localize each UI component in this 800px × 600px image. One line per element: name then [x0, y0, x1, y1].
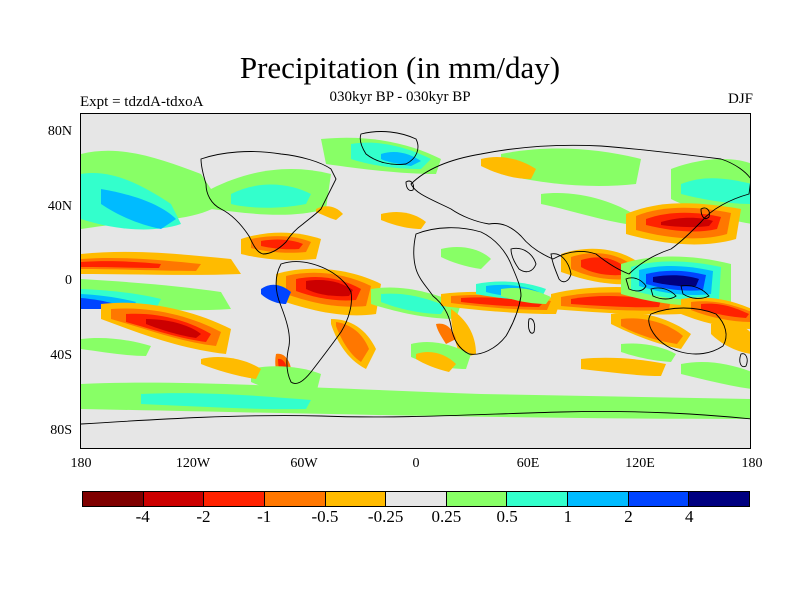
colorbar-label: -1	[257, 507, 272, 526]
lon-tick-180w: 180	[70, 456, 92, 471]
lon-tick-180e: 180	[741, 456, 763, 471]
colorbar-label: 0.25	[431, 507, 462, 526]
colorbar	[82, 491, 750, 507]
coastlines	[81, 131, 750, 425]
lon-tick-60w: 60W	[290, 456, 318, 471]
colorbar-label: -0.5	[311, 507, 339, 526]
lat-tick-80s: 80S	[50, 423, 72, 438]
lon-tick-60e: 60E	[516, 456, 540, 471]
lon-tick-120e: 120E	[625, 456, 655, 471]
colorbar-swatch	[568, 492, 629, 506]
season-label: DJF	[727, 91, 753, 107]
colorbar-swatch	[325, 492, 387, 506]
lat-tick-40s: 40S	[50, 348, 72, 363]
colorbar-label: 1	[563, 507, 573, 526]
lat-tick-80n: 80N	[47, 124, 72, 139]
experiment-label: Expt = tdzdA-tdxoA	[80, 94, 204, 110]
colorbar-label: 2	[624, 507, 633, 526]
colorbar-swatch	[689, 492, 750, 506]
colorbar-swatch	[143, 492, 205, 506]
anomaly-field	[81, 137, 750, 419]
colorbar-label: -0.25	[367, 507, 404, 526]
colorbar-label: 0.5	[496, 507, 518, 526]
colorbar-swatch	[386, 492, 447, 506]
lat-tick-eq: 0	[65, 273, 72, 288]
colorbar-swatch	[446, 492, 508, 506]
colorbar-swatch	[628, 492, 690, 506]
colorbar-label: 4	[685, 507, 694, 526]
colorbar-swatch	[507, 492, 569, 506]
lon-tick-0: 0	[412, 456, 420, 471]
colorbar-label: -2	[196, 507, 211, 526]
colorbar-label: -4	[135, 507, 150, 526]
plot-title: Precipitation (in mm/day)	[239, 50, 561, 85]
map-panel	[80, 113, 751, 449]
plot-subtitle: 030kyr BP - 030kyr BP	[329, 89, 471, 105]
lat-tick-40n: 40N	[47, 199, 72, 214]
colorbar-swatch	[204, 492, 265, 506]
colorbar-swatch	[83, 492, 144, 506]
colorbar-swatch	[264, 492, 326, 506]
precipitation-map	[81, 114, 750, 448]
lon-tick-120w: 120W	[175, 456, 211, 471]
